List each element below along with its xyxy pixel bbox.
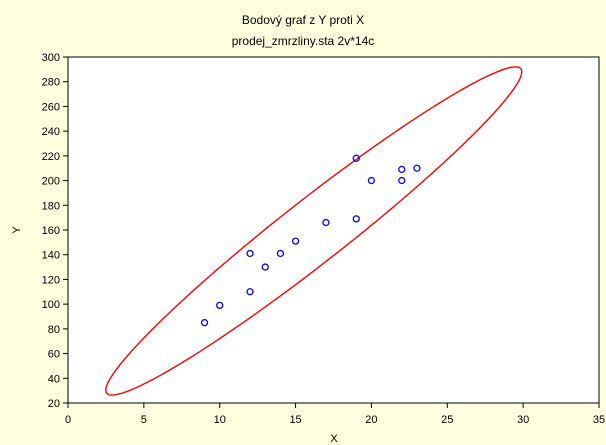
y-tick-label: 160 <box>42 225 60 237</box>
data-point <box>352 215 360 223</box>
y-tick-label: 260 <box>42 101 60 113</box>
y-tick-label: 240 <box>42 126 60 138</box>
data-point <box>246 288 254 296</box>
y-axis-label: Y <box>11 226 23 234</box>
data-point <box>216 301 224 310</box>
data-point <box>352 154 360 162</box>
x-tick-label: 35 <box>593 414 605 426</box>
data-point <box>200 319 209 327</box>
y-tick-label: 120 <box>42 274 60 286</box>
x-axis-ticks: 0 5 10 15 20 25 30 35 <box>65 403 605 426</box>
x-tick-label: 25 <box>441 414 453 426</box>
y-axis-ticks: 20 40 60 80 100 120 140 160 180 200 220 240 260 280 30… <box>42 52 68 410</box>
data-point <box>322 218 330 227</box>
x-axis-label: X <box>330 433 338 445</box>
y-tick-label: 220 <box>42 151 60 163</box>
y-tick-label: 140 <box>42 250 60 262</box>
x-tick-label: 5 <box>141 414 147 426</box>
y-tick-label: 100 <box>42 299 60 311</box>
confidence-ellipse <box>105 66 523 396</box>
x-tick-label: 15 <box>289 414 301 426</box>
chart-subtitle: prodej_zmrzliny.sta 2v*14c <box>232 34 375 48</box>
y-tick-label: 280 <box>42 77 60 89</box>
data-point <box>398 176 406 185</box>
y-tick-label: 200 <box>42 176 60 188</box>
data-point <box>261 263 269 271</box>
x-tick-label: 30 <box>517 414 529 426</box>
data-points <box>200 154 421 327</box>
y-tick-label: 80 <box>48 324 60 336</box>
y-tick-label: 180 <box>42 200 60 212</box>
plot-area <box>67 56 600 404</box>
data-point <box>367 176 376 185</box>
data-point <box>246 249 254 258</box>
y-tick-label: 20 <box>48 398 60 410</box>
data-point <box>398 165 406 174</box>
y-tick-label: 60 <box>48 349 60 361</box>
chart-title: Bodový graf z Y proti X <box>242 13 364 27</box>
x-tick-label: 10 <box>214 414 226 426</box>
data-point <box>291 237 300 245</box>
x-tick-label: 20 <box>365 414 377 426</box>
y-tick-label: 40 <box>48 373 60 385</box>
data-point <box>413 164 421 172</box>
data-point <box>276 249 285 258</box>
x-tick-label: 0 <box>65 414 71 426</box>
y-tick-label: 300 <box>42 52 60 64</box>
